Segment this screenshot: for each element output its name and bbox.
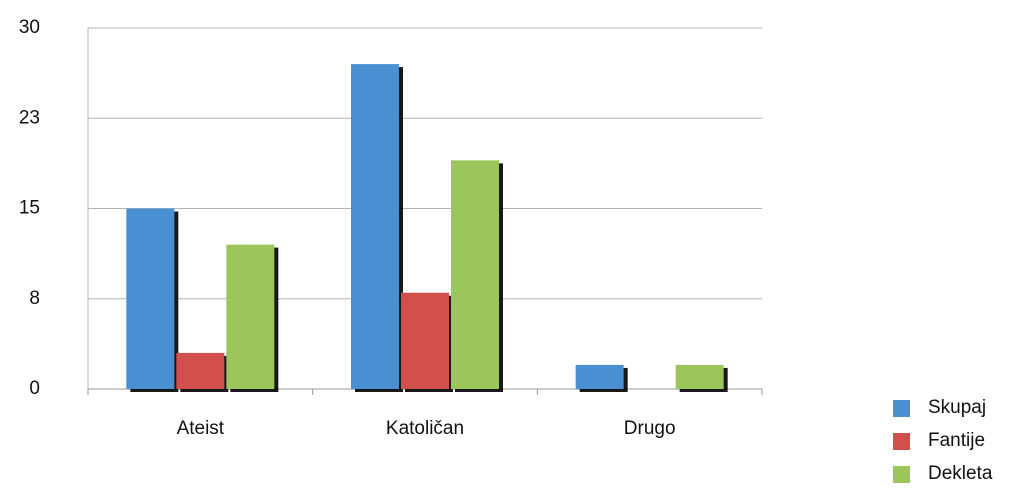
bar (176, 352, 225, 389)
legend-swatch (893, 400, 910, 417)
x-tick-label: Katoličan (386, 418, 464, 439)
bar (351, 64, 399, 389)
y-tick-label: 15 (19, 198, 40, 219)
y-tick-label: 8 (29, 288, 40, 309)
bar (226, 244, 275, 389)
legend-swatch (893, 433, 910, 450)
bar (451, 160, 499, 389)
x-tick-label: Ateist (177, 418, 225, 439)
bar (675, 364, 724, 389)
legend-label: Fantije (928, 430, 985, 451)
bar (401, 292, 449, 389)
x-tick-label: Drugo (624, 418, 676, 439)
bar (575, 364, 624, 389)
y-tick-label: 23 (19, 107, 40, 128)
bar (126, 208, 175, 389)
y-tick-label: 30 (19, 17, 40, 38)
legend-swatch (893, 466, 910, 483)
legend-label: Skupaj (928, 397, 986, 418)
legend-label: Dekleta (928, 463, 993, 484)
y-tick-label: 0 (29, 378, 40, 399)
